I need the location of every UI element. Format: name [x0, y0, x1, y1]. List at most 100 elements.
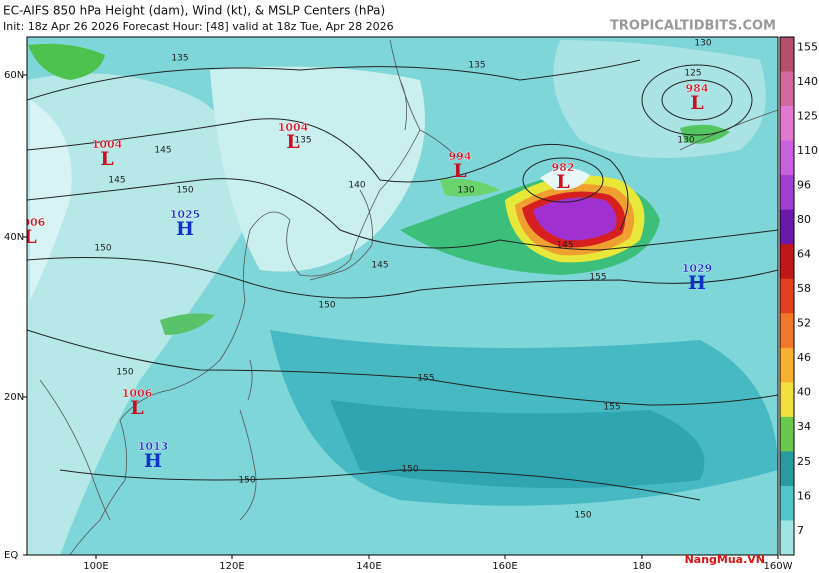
center-pressure: 1004 — [278, 121, 309, 134]
contour-label: 155 — [417, 374, 434, 384]
colorbar-label: 25 — [797, 455, 811, 468]
wind-shading — [27, 40, 778, 555]
colorbar-swatch — [780, 140, 794, 176]
map-shape — [440, 178, 500, 197]
contour-label: 155 — [589, 273, 606, 283]
contour-label: 145 — [556, 241, 573, 251]
colorbar-swatch — [780, 416, 794, 452]
colorbar-swatch — [780, 382, 794, 418]
contour-label: 150 — [318, 301, 335, 311]
watermark: NangMua.VN — [685, 553, 765, 566]
colorbar-swatch — [780, 278, 794, 314]
contour-label: 135 — [171, 54, 188, 64]
colorbar-label: 96 — [797, 178, 811, 191]
colorbar-frame — [779, 36, 795, 556]
center-letter: H — [144, 450, 162, 472]
map-title: EC-AIFS 850 hPa Height (dam), Wind (kt),… — [3, 4, 385, 18]
map-shape — [641, 64, 753, 136]
colorbar: 155 140 125 110 96 80 64 58 52 46 40 34 25 16 7 — [779, 36, 818, 556]
colorbar-label: 16 — [797, 489, 811, 502]
center-letter: H — [688, 272, 706, 294]
contour-label: 135 — [468, 61, 485, 71]
center-letter: L — [100, 148, 113, 170]
map-shape — [661, 79, 733, 121]
center-pressure: 994 — [449, 150, 472, 163]
contour-label: 150 — [94, 244, 111, 254]
lon-label: 120E — [219, 561, 244, 572]
lon-label: 140E — [356, 561, 381, 572]
height-contours — [27, 59, 778, 501]
center-letter: L — [286, 131, 299, 153]
map-shape — [533, 197, 617, 241]
map-shape — [27, 257, 778, 299]
colorbar-label: 80 — [797, 213, 811, 226]
map-shape — [27, 118, 629, 231]
lon-label: 160E — [492, 561, 517, 572]
contour-label: 145 — [154, 146, 171, 156]
colorbar-swatch — [780, 175, 794, 211]
colorbar-label: 40 — [797, 386, 811, 399]
center-pressure: 1006 — [15, 216, 46, 229]
colorbar-label: 52 — [797, 317, 811, 330]
lat-label: 20N — [4, 392, 24, 403]
lat-label: 60N — [4, 70, 24, 81]
map-shape — [309, 189, 373, 281]
map-shape — [28, 43, 105, 80]
coastlines — [39, 39, 778, 555]
contour-label: 145 — [108, 176, 125, 186]
colorbar-swatch — [780, 37, 794, 73]
contour-label: 130 — [677, 136, 694, 146]
map-shape — [39, 379, 111, 521]
lon-label: 100E — [83, 561, 108, 572]
center-pressure: 984 — [686, 82, 709, 95]
colorbar-swatch — [780, 209, 794, 245]
colorbar-label: 125 — [797, 109, 818, 122]
center-pressure: 982 — [552, 161, 575, 174]
colorbar-swatch — [780, 520, 794, 556]
colorbar-swatch — [780, 106, 794, 142]
center-letter: L — [130, 397, 143, 419]
center-pressure: 1013 — [138, 440, 169, 453]
map-shape — [399, 79, 408, 131]
colorbar-label: 110 — [797, 144, 818, 157]
colorbar-label: 34 — [797, 420, 811, 433]
map-shape — [27, 178, 778, 251]
contour-labels: 135 135 130 125 130 145 145 150 140 135 130 145 155 1… — [94, 39, 711, 521]
lat-label: EQ — [4, 550, 18, 561]
contour-label: 130 — [457, 186, 474, 196]
map-shape — [27, 59, 641, 101]
colorbar-label: 58 — [797, 282, 811, 295]
lon-label: 160W — [764, 561, 793, 572]
contour-label: 150 — [176, 186, 193, 196]
center-letter: L — [556, 171, 569, 193]
contour-label: 150 — [238, 476, 255, 486]
contour-label: 145 — [371, 261, 388, 271]
map-shape — [30, 100, 72, 300]
contour-label: 125 — [684, 69, 701, 79]
colorbar-label: 64 — [797, 248, 811, 261]
colorbar-label: 140 — [797, 75, 818, 88]
center-letter: H — [176, 218, 194, 240]
center-pressure: 1029 — [682, 262, 713, 275]
map-shape — [59, 469, 701, 501]
map-shape — [419, 129, 461, 161]
colorbar-label: 46 — [797, 351, 811, 364]
center-letter: L — [23, 226, 36, 248]
map-axes: 60N 40N 20N EQ 100E 120E 140E 160E 180 160W — [4, 70, 793, 572]
map-shape — [160, 313, 215, 335]
map-shape — [27, 329, 778, 406]
map-subtitle: Init: 18z Apr 26 2026 Forecast Hour: [48… — [3, 20, 394, 33]
colorbar-swatch — [780, 451, 794, 487]
map-shape — [540, 168, 590, 191]
map-shape — [522, 157, 604, 203]
contour-label: 150 — [401, 465, 418, 475]
colorbar-label: 7 — [797, 524, 804, 537]
center-pressure: 1025 — [170, 208, 201, 221]
center-letter: L — [690, 92, 703, 114]
lat-label: 40N — [4, 232, 24, 243]
colorbar-swatch — [780, 313, 794, 349]
contour-label: 150 — [574, 511, 591, 521]
map-shape — [239, 359, 257, 521]
